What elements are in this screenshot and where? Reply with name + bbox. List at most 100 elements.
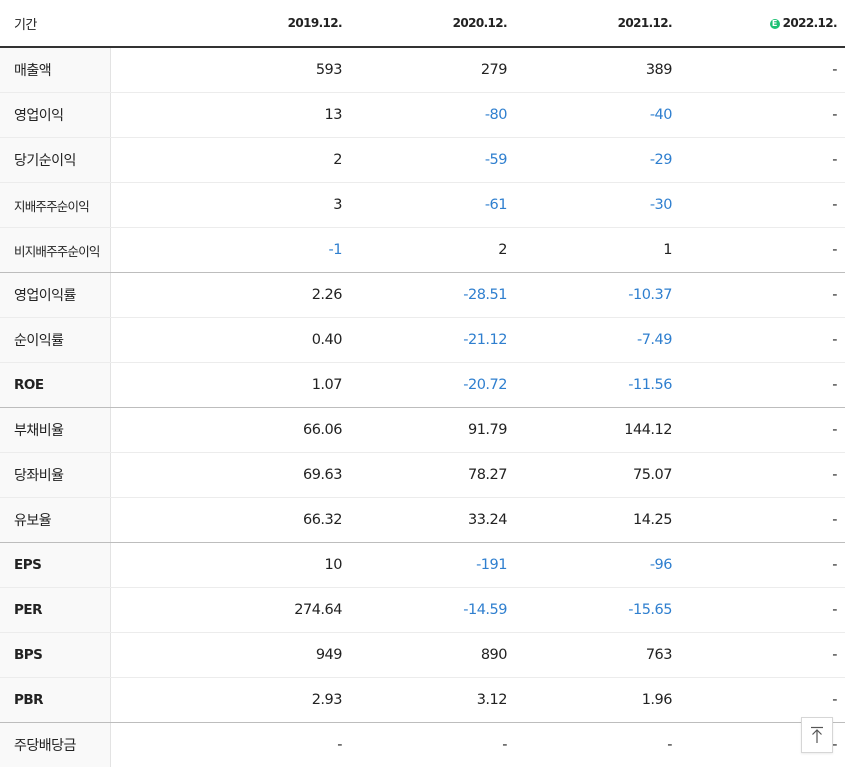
table-cell: 1.96 [515, 677, 680, 723]
table-cell: 1.07 [110, 362, 350, 408]
arrow-up-to-top-icon [811, 726, 823, 743]
table-cell: - [832, 737, 837, 753]
table-cell: - [680, 542, 845, 588]
table-row: PER 274.64 -14.59 -15.65- [0, 587, 845, 633]
table-cell: 763 [515, 632, 680, 678]
table-cell: - [680, 632, 845, 678]
row-label: 지배주주순이익 [0, 182, 111, 228]
table-cell: -20.72 [350, 362, 515, 408]
table-row: 순이익률 0.40 -21.12 -7.49- [0, 317, 845, 363]
row-label: 영업이익 [0, 92, 111, 138]
table-cell: - [680, 677, 845, 723]
column-header: E 2022.12. [680, 0, 845, 48]
table-cell: - [680, 497, 845, 543]
table-row: 당좌비율 69.63 78.27 75.07- [0, 452, 845, 498]
table-cell: -10.37 [515, 272, 680, 318]
table-cell: 3.12 [350, 677, 515, 723]
table-cell: 2.26 [110, 272, 350, 318]
table-cell: - [667, 737, 672, 753]
column-header: 2019.12. [110, 0, 350, 48]
table-cell: - [337, 737, 342, 753]
row-label: 비지배주주순이익 [0, 227, 111, 273]
table-cell: -15.65 [515, 587, 680, 633]
table-cell: -61 [350, 182, 515, 228]
table-cell: - [680, 182, 845, 228]
table-cell: 78.27 [350, 452, 515, 498]
table-row: 지배주주순이익 3 -61 -30- [0, 182, 845, 228]
table-row: 부채비율 66.06 91.79 144.12- [0, 407, 845, 453]
table-cell: -21.12 [350, 317, 515, 363]
table-cell: -29 [515, 137, 680, 183]
row-label: 순이익률 [0, 317, 111, 363]
table-row: 주당배당금 - - - - [0, 722, 845, 767]
table-cell: 389 [515, 47, 680, 93]
table-cell: -59 [350, 137, 515, 183]
table-cell: 144.12 [515, 407, 680, 453]
table-cell: 949 [110, 632, 350, 678]
row-label: 유보율 [0, 497, 111, 543]
table-row: 유보율 66.32 33.24 14.25- [0, 497, 845, 543]
table-cell: 2 [110, 137, 350, 183]
table-row: 영업이익률 2.26 -28.51 -10.37- [0, 272, 845, 318]
table-cell: 0.40 [110, 317, 350, 363]
table-cell: -30 [515, 182, 680, 228]
table-cell: 890 [350, 632, 515, 678]
table-cell: -28.51 [350, 272, 515, 318]
column-header-text: 2019.12. [287, 16, 343, 30]
table-cell: 2.93 [110, 677, 350, 723]
table-cell: 33.24 [350, 497, 515, 543]
row-label: ROE [0, 362, 111, 408]
table-row: 매출액 593 279 389- [0, 47, 845, 93]
table-cell: - [680, 362, 845, 408]
table-cell: 1 [515, 227, 680, 273]
table-cell: 13 [110, 92, 350, 138]
table-cell: 91.79 [350, 407, 515, 453]
row-label: 부채비율 [0, 407, 111, 453]
table-cell: 274.64 [110, 587, 350, 633]
column-header: 2020.12. [350, 0, 515, 48]
table-cell: 3 [110, 182, 350, 228]
scroll-to-top-button[interactable] [801, 717, 833, 753]
row-label: 영업이익률 [0, 272, 111, 318]
table-cell: 2 [350, 227, 515, 273]
table-cell: -191 [350, 542, 515, 588]
table-cell: 279 [350, 47, 515, 93]
table-cell: 75.07 [515, 452, 680, 498]
table-cell: 66.06 [110, 407, 350, 453]
table-cell: 14.25 [515, 497, 680, 543]
table-cell: - [680, 452, 845, 498]
table-cell: - [502, 737, 507, 753]
table-cell: - [680, 317, 845, 363]
table-cell: -40 [515, 92, 680, 138]
table-cell: -11.56 [515, 362, 680, 408]
table-cell: -14.59 [350, 587, 515, 633]
table-cell: -80 [350, 92, 515, 138]
table-row: BPS 949 890 763- [0, 632, 845, 678]
table-cell: - [680, 137, 845, 183]
table-row: 영업이익 13 -80 -40- [0, 92, 845, 138]
table-cell: - [680, 587, 845, 633]
period-header: 기간 [0, 0, 110, 48]
row-label: 매출액 [0, 47, 111, 93]
column-header: 2021.12. [515, 0, 680, 48]
estimate-icon: E [769, 19, 780, 29]
row-label: BPS [0, 632, 111, 678]
table-cell: 593 [110, 47, 350, 93]
column-header-text: 2020.12. [452, 16, 508, 30]
column-header-text: 2022.12. [782, 16, 838, 30]
table-cell: 10 [110, 542, 350, 588]
row-label: EPS [0, 542, 111, 588]
table-cell: 69.63 [110, 452, 350, 498]
row-label: PER [0, 587, 111, 633]
table-cell: -96 [515, 542, 680, 588]
table-cell: - [680, 92, 845, 138]
table-cell: -7.49 [515, 317, 680, 363]
table-row: 당기순이익 2 -59 -29- [0, 137, 845, 183]
table-cell: - [680, 272, 845, 318]
table-cell: -1 [110, 227, 350, 273]
table-row: 비지배주주순이익 -1 2 1- [0, 227, 845, 273]
column-header-text: 2021.12. [617, 16, 673, 30]
row-label: 당좌비율 [0, 452, 111, 498]
table-cell: - [680, 407, 845, 453]
